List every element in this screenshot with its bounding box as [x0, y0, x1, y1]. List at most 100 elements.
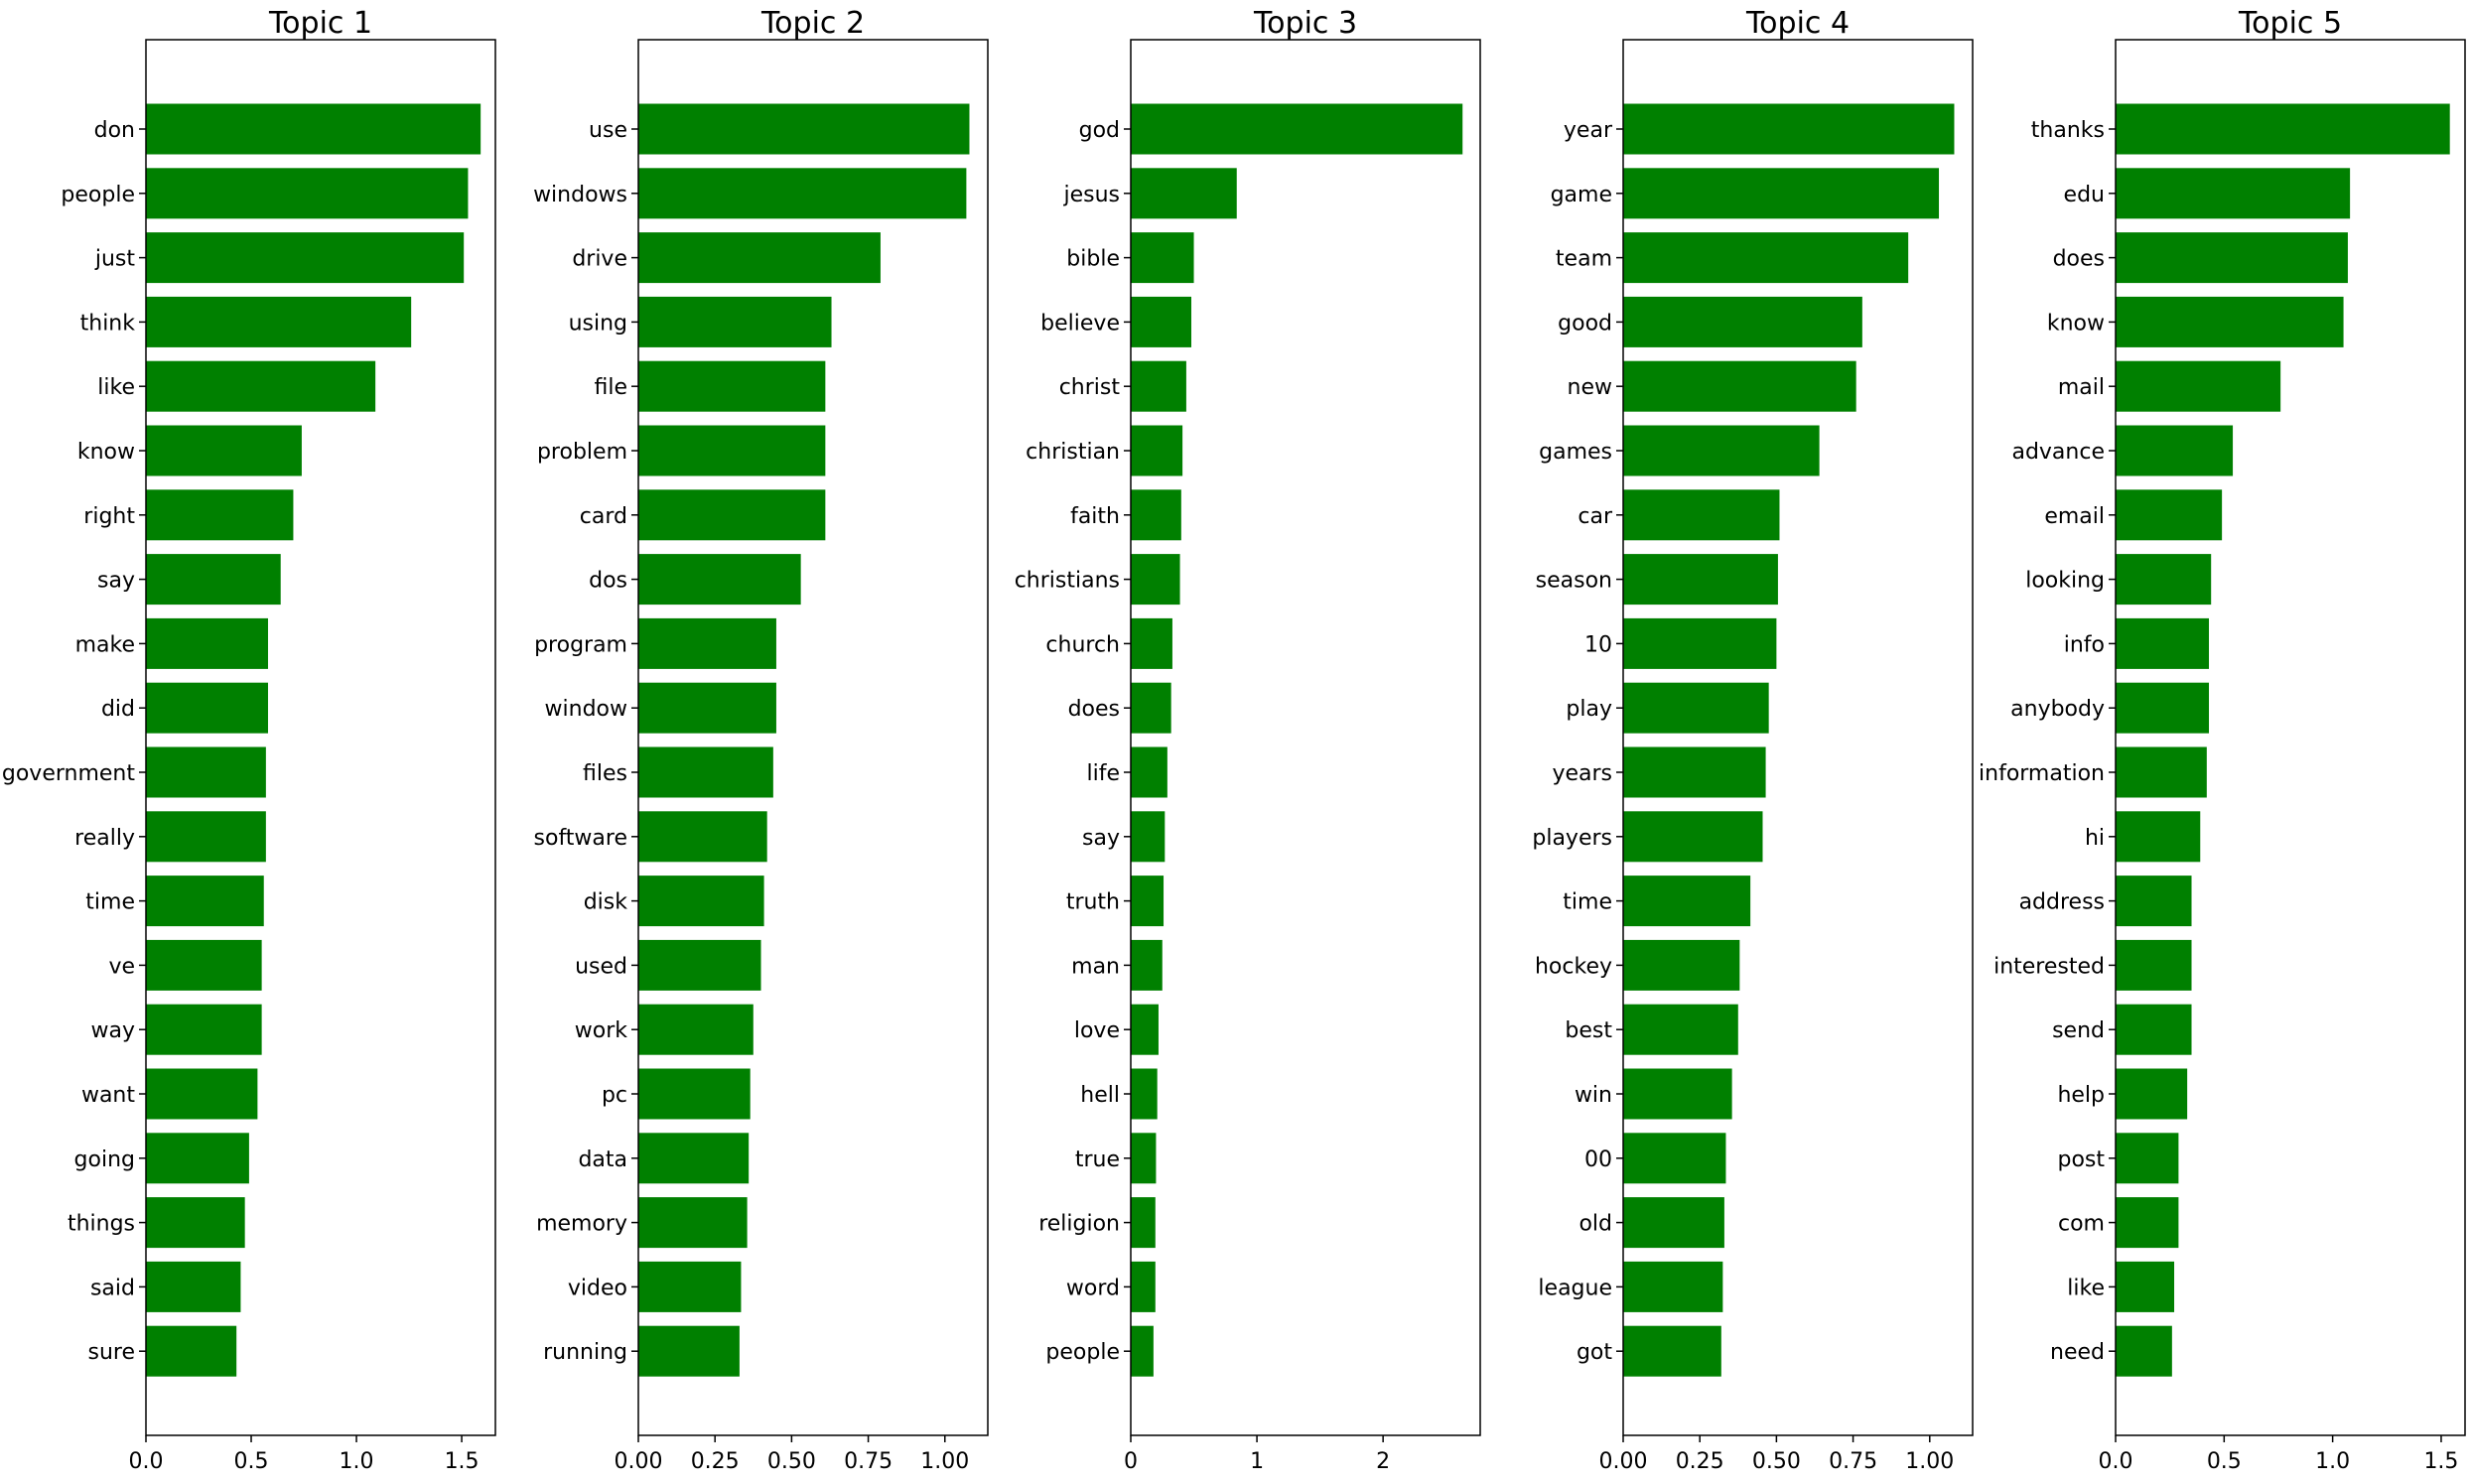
bar: [146, 1325, 237, 1377]
bar: [1131, 232, 1194, 284]
bar: [146, 425, 302, 476]
term-label: bible: [1066, 247, 1120, 272]
topic-panel-4: Topic 4 year game team good new games car season…: [1532, 6, 1974, 1474]
bar: [1623, 1197, 1724, 1249]
term-label: word: [1066, 1276, 1120, 1300]
bar: [2116, 746, 2207, 798]
topic-panel-1: Topic 1 don people just think like know right sa…: [2, 6, 496, 1474]
term-label: anybody: [2010, 697, 2105, 722]
bar: [2116, 1004, 2192, 1055]
term-label: make: [75, 632, 135, 657]
bar: [1131, 360, 1186, 412]
bar: [638, 425, 826, 476]
x-tick-label: 1.00: [1905, 1449, 1954, 1474]
term-label: pc: [602, 1083, 627, 1108]
term-label: running: [543, 1340, 627, 1365]
bar: [1131, 682, 1171, 734]
bar: [146, 746, 266, 798]
bar: [1131, 1261, 1156, 1312]
term-label: car: [1578, 504, 1613, 529]
x-tick-label: 0.5: [2207, 1449, 2242, 1474]
bar: [2116, 296, 2344, 347]
term-label: say: [1082, 826, 1120, 851]
x-tick-label: 0.25: [691, 1449, 740, 1474]
bar: [638, 296, 832, 347]
bar: [1623, 1133, 1726, 1184]
bar: [146, 554, 281, 606]
bar: [638, 103, 970, 155]
term-label: say: [97, 569, 135, 594]
term-label: true: [1075, 1147, 1120, 1172]
x-tick-label: 0.00: [615, 1449, 663, 1474]
term-label: want: [81, 1083, 135, 1108]
term-label: email: [2044, 504, 2105, 529]
term-label: years: [1552, 761, 1612, 786]
bar: [1623, 103, 1955, 155]
term-label: mail: [2058, 375, 2105, 400]
bar: [2116, 1325, 2172, 1377]
topic-panel-5: Topic 5 thanks edu does know mail advance email…: [1979, 6, 2466, 1474]
term-label: send: [2052, 1018, 2105, 1043]
term-label: video: [568, 1276, 627, 1300]
term-label: people: [61, 183, 135, 207]
topic-panel-3: Topic 3 god jesus bible believe christ christi…: [1015, 6, 1481, 1474]
bar: [1131, 296, 1191, 347]
bar: [638, 1004, 754, 1055]
term-label: hi: [2085, 826, 2105, 851]
term-label: god: [1079, 118, 1120, 143]
bar: [1623, 746, 1766, 798]
term-label: play: [1566, 697, 1612, 722]
x-tick-label: 0.0: [2099, 1449, 2133, 1474]
bar: [1623, 1261, 1723, 1312]
term-label: com: [2058, 1212, 2105, 1237]
bar: [1623, 296, 1862, 347]
bar: [1131, 1133, 1157, 1184]
bar: [1623, 682, 1769, 734]
x-tick-label: 0.25: [1676, 1449, 1724, 1474]
term-label: did: [101, 697, 135, 722]
bar: [638, 939, 761, 991]
x-tick-label: 1.5: [445, 1449, 480, 1474]
bar: [638, 1325, 740, 1377]
term-label: use: [589, 118, 627, 143]
term-label: info: [2064, 632, 2105, 657]
plot-frame: [2115, 39, 2466, 1436]
bar: [638, 232, 881, 284]
term-label: 10: [1584, 632, 1612, 657]
term-label: religion: [1038, 1212, 1120, 1237]
term-label: using: [569, 311, 627, 336]
x-tick-label: 1.0: [2315, 1449, 2350, 1474]
bar: [2116, 425, 2234, 476]
bar: [1623, 425, 1820, 476]
term-label: looking: [2025, 569, 2105, 594]
bar: [1131, 939, 1163, 991]
bar: [1131, 554, 1180, 606]
bar: [1623, 939, 1740, 991]
term-label: love: [1074, 1018, 1120, 1043]
bar: [2116, 1133, 2179, 1184]
term-label: hell: [1080, 1083, 1120, 1108]
term-label: disk: [584, 890, 628, 915]
term-label: government: [2, 761, 135, 786]
bar: [1131, 1197, 1156, 1249]
term-label: window: [545, 697, 627, 722]
bar: [1131, 103, 1463, 155]
bar: [1623, 360, 1856, 412]
term-label: going: [74, 1147, 135, 1172]
term-label: windows: [533, 183, 627, 207]
plot-frame: [1130, 39, 1481, 1436]
term-label: like: [2067, 1276, 2105, 1300]
bar: [1623, 1004, 1738, 1055]
bar: [638, 554, 801, 606]
x-tick-label: 2: [1376, 1449, 1390, 1474]
term-label: file: [594, 375, 627, 400]
bar: [146, 1133, 249, 1184]
bar: [146, 939, 262, 991]
term-label: year: [1564, 118, 1613, 143]
bar: [146, 1261, 241, 1312]
term-label: information: [1979, 761, 2105, 786]
term-label: help: [2057, 1083, 2105, 1108]
bar: [146, 168, 469, 219]
term-label: hockey: [1535, 954, 1612, 979]
bar: [638, 168, 967, 219]
